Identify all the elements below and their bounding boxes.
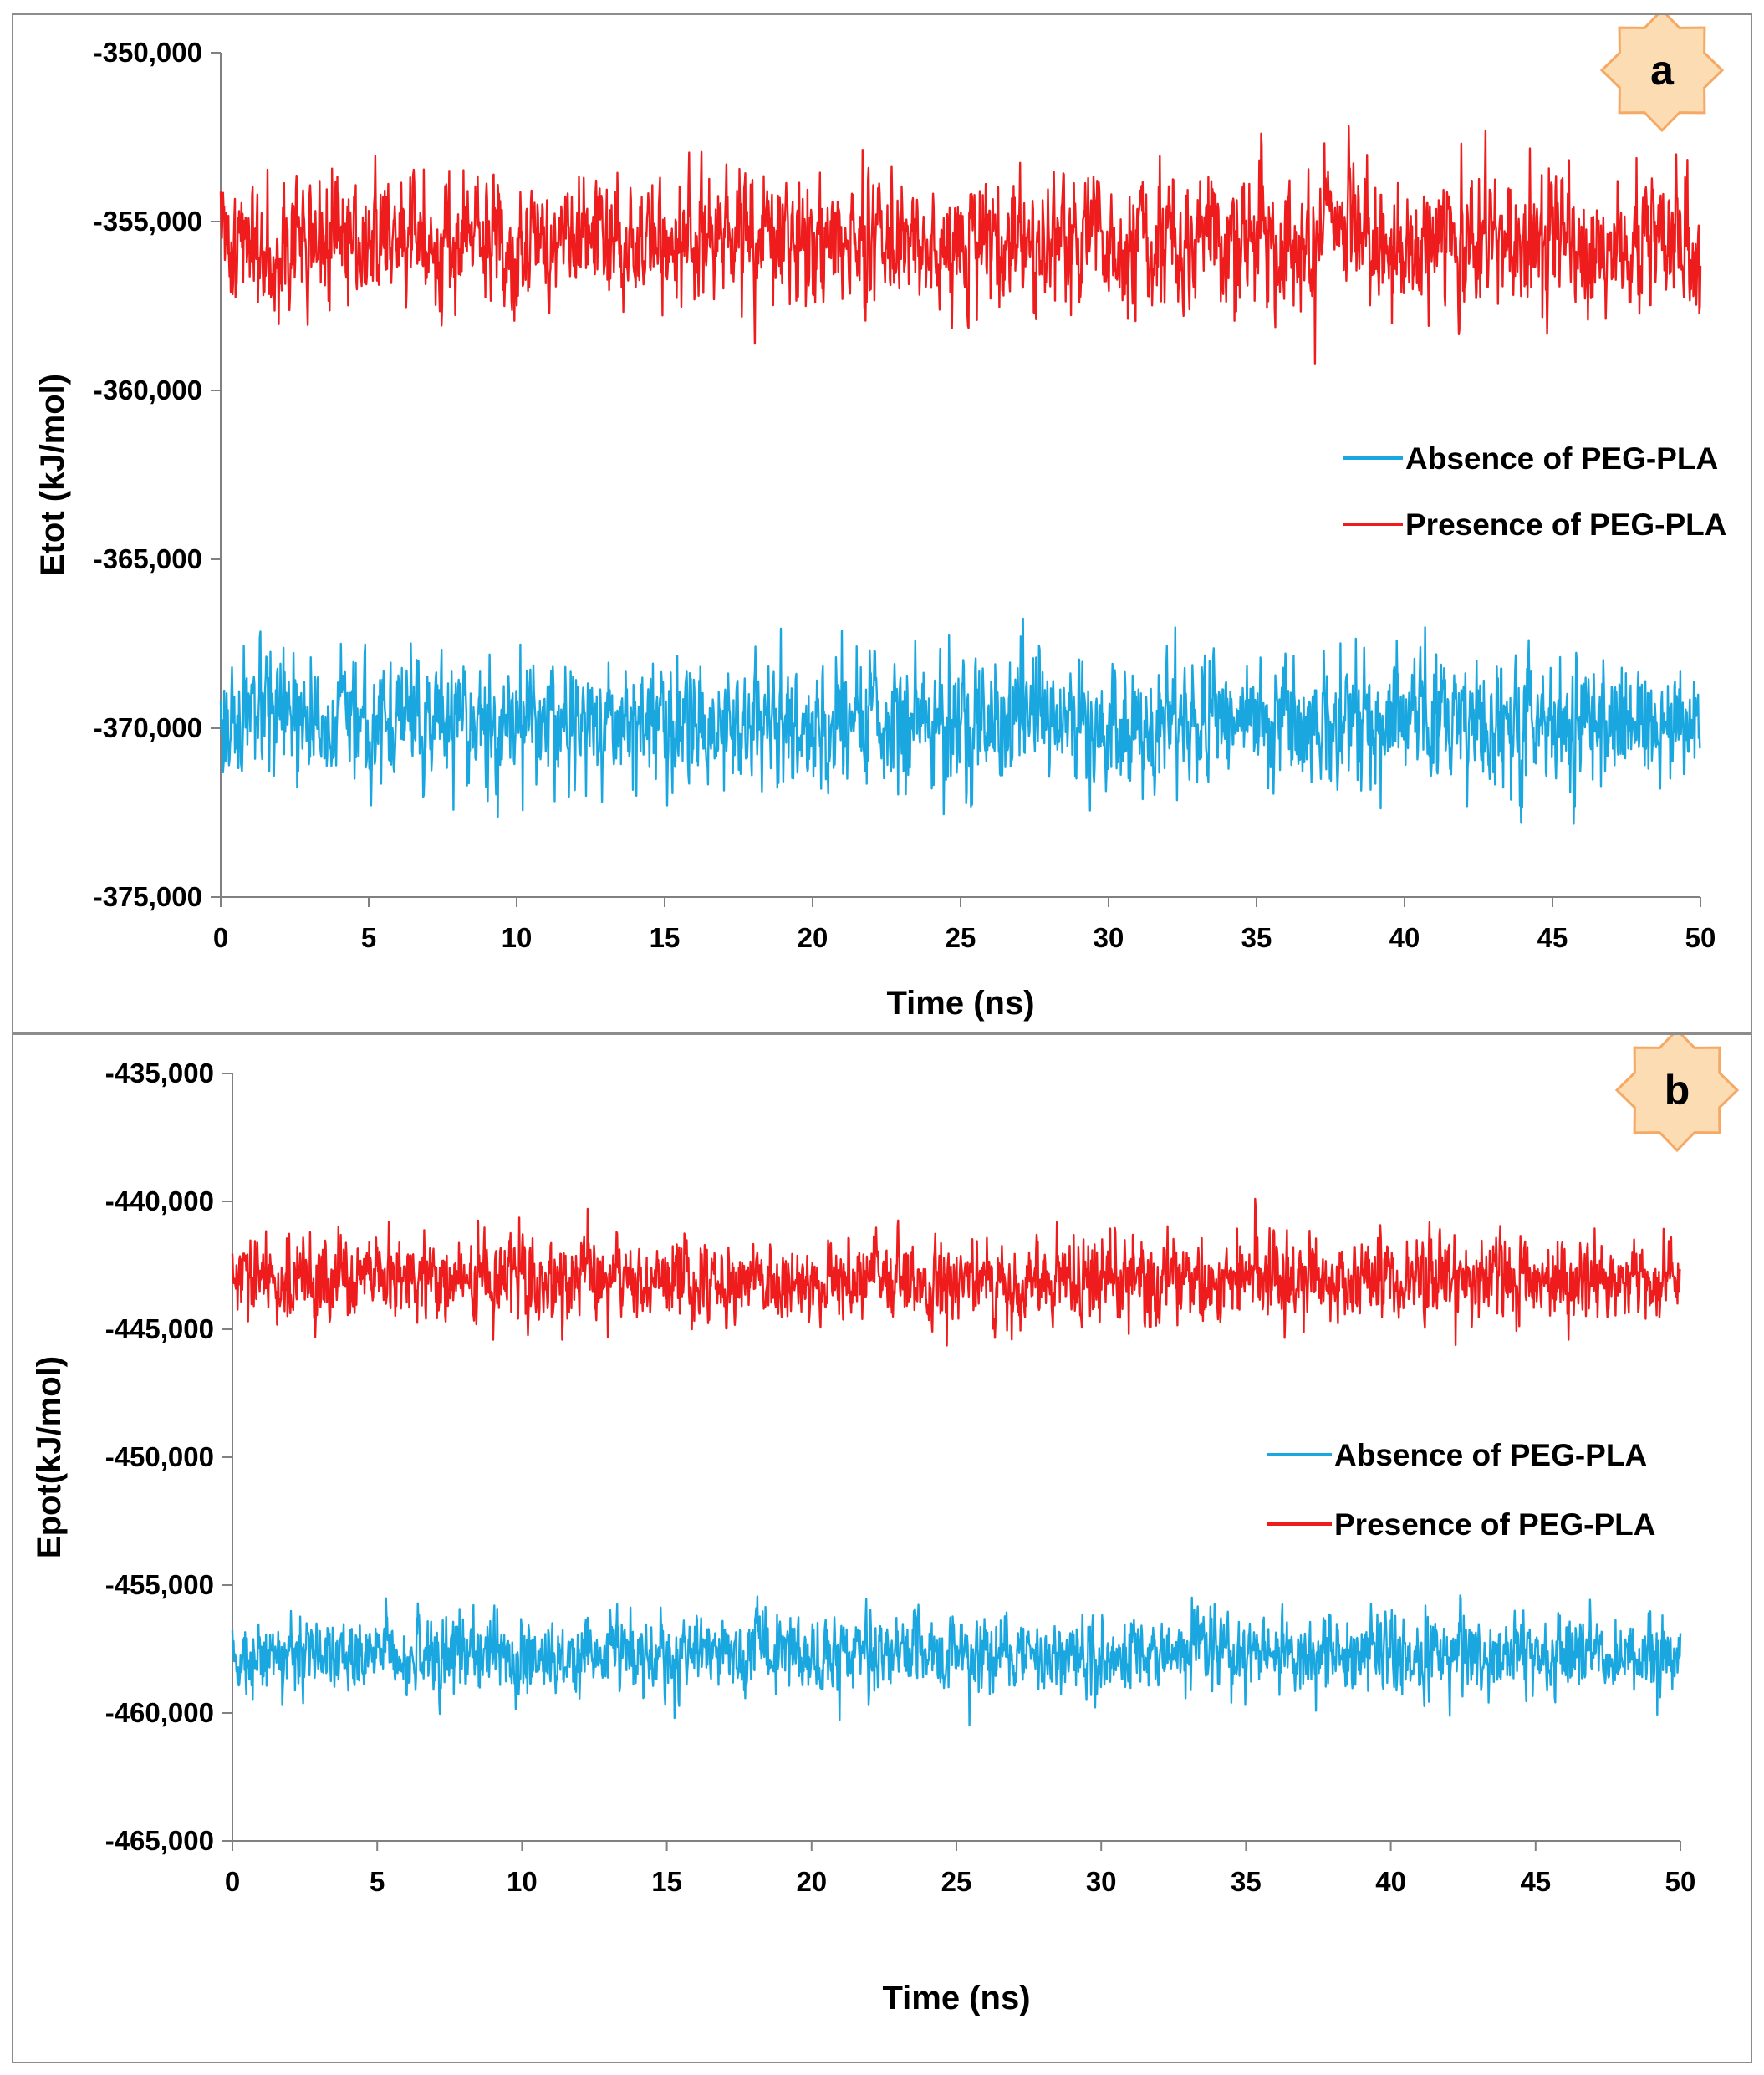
x-tick-label: 0	[213, 922, 228, 953]
chart-panel-b: -435,000 -440,000 -445,000 -450,000 -455,000…	[12, 1033, 1752, 2063]
x-tick-label: 15	[651, 1866, 682, 1897]
legend-label-absence: Absence of PEG-PLA	[1334, 1438, 1647, 1472]
panel-badge-star-icon	[1614, 1035, 1740, 1153]
x-tick-label: 30	[1094, 922, 1124, 953]
legend-label-presence: Presence of PEG-PLA	[1334, 1507, 1656, 1542]
panel-label: b	[1665, 1067, 1690, 1114]
y-tick-label: -460,000	[105, 1697, 214, 1728]
y-tick-label: -450,000	[105, 1441, 214, 1472]
x-tick-label: 5	[370, 1866, 385, 1897]
x-tick-label: 10	[502, 922, 533, 953]
x-axis-title: Time (ns)	[886, 985, 1034, 1022]
legend-label-presence: Presence of PEG-PLA	[1405, 507, 1727, 542]
x-tick-label: 25	[946, 922, 976, 953]
x-tick-label: 35	[1241, 922, 1272, 953]
x-axis-title: Time (ns)	[882, 1980, 1030, 2016]
y-tick-label: -370,000	[94, 712, 202, 743]
x-tick-label: 30	[1086, 1866, 1117, 1897]
y-tick-label: -435,000	[105, 1058, 214, 1088]
x-tick-label: 50	[1685, 922, 1716, 953]
y-axis-title: Epot(kJ/mol)	[31, 1356, 68, 1558]
x-tick-label: 5	[361, 922, 376, 953]
series-line-absence	[231, 1594, 1682, 1727]
x-tick-label: 0	[225, 1866, 240, 1897]
series-line-absence	[219, 617, 1701, 825]
x-tick-label: 25	[941, 1866, 972, 1897]
x-tick-label: 20	[796, 1866, 827, 1897]
series-line-presence	[219, 125, 1702, 365]
chart-panel-a: -350,000 -355,000 -360,000 -365,000 -370,000…	[12, 13, 1752, 1033]
y-tick-label: -365,000	[94, 543, 202, 574]
y-tick-label: -455,000	[105, 1569, 214, 1600]
x-tick-label: 50	[1665, 1866, 1696, 1897]
x-tick-label: 40	[1375, 1866, 1406, 1897]
x-tick-label: 35	[1231, 1866, 1262, 1897]
legend-label-absence: Absence of PEG-PLA	[1405, 441, 1718, 476]
y-tick-label: -355,000	[94, 206, 202, 237]
chart-a-svg: -350,000 -355,000 -360,000 -365,000 -370,000…	[34, 15, 1727, 1022]
y-axis-title: Etot (kJ/mol)	[34, 374, 71, 576]
panel-label: a	[1650, 47, 1675, 94]
y-tick-label: -360,000	[94, 375, 202, 405]
chart-b-svg: -435,000 -440,000 -445,000 -450,000 -455,000…	[31, 1035, 1740, 2016]
x-tick-label: 45	[1520, 1866, 1551, 1897]
x-tick-label: 15	[650, 922, 681, 953]
y-tick-label: -465,000	[105, 1825, 214, 1856]
x-tick-label: 40	[1389, 922, 1420, 953]
x-tick-label: 10	[507, 1866, 538, 1897]
x-tick-label: 45	[1537, 922, 1568, 953]
y-tick-label: -445,000	[105, 1313, 214, 1344]
y-tick-label: -375,000	[94, 881, 202, 912]
series-line-presence	[231, 1197, 1681, 1347]
y-tick-label: -350,000	[94, 37, 202, 68]
x-tick-label: 20	[798, 922, 828, 953]
y-tick-label: -440,000	[105, 1185, 214, 1216]
panel-badge-star-icon	[1599, 15, 1725, 133]
